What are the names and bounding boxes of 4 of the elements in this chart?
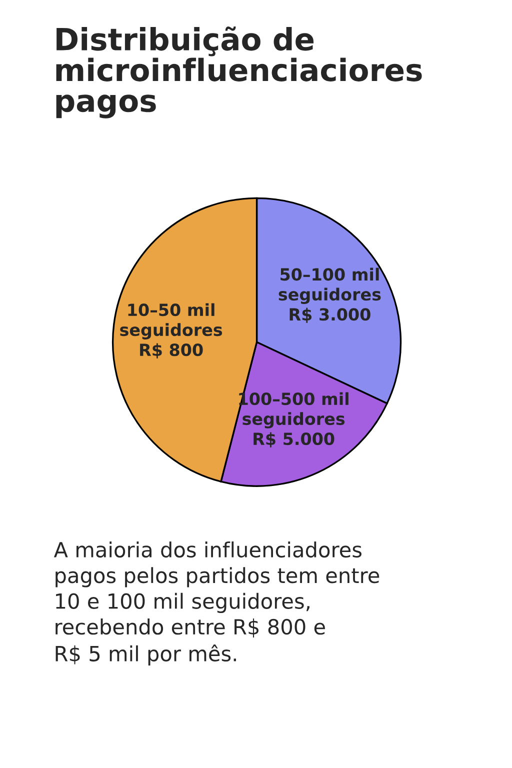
text: A maioria dos influenciadores pagos pelos partidos tem entre 10 e 100 mil seguidores, recebendo entre R$ 800 e R$ 5 mil por mês. bbox=[54, 541, 380, 666]
slice-label: 50–100 mil seguidores R$ 3.000 bbox=[278, 268, 381, 323]
chart-title: Distribuição de microinfluenciaciores pagos bbox=[56, 26, 422, 118]
slice-label: 10–50 mil seguidores R$ 800 bbox=[120, 303, 222, 358]
